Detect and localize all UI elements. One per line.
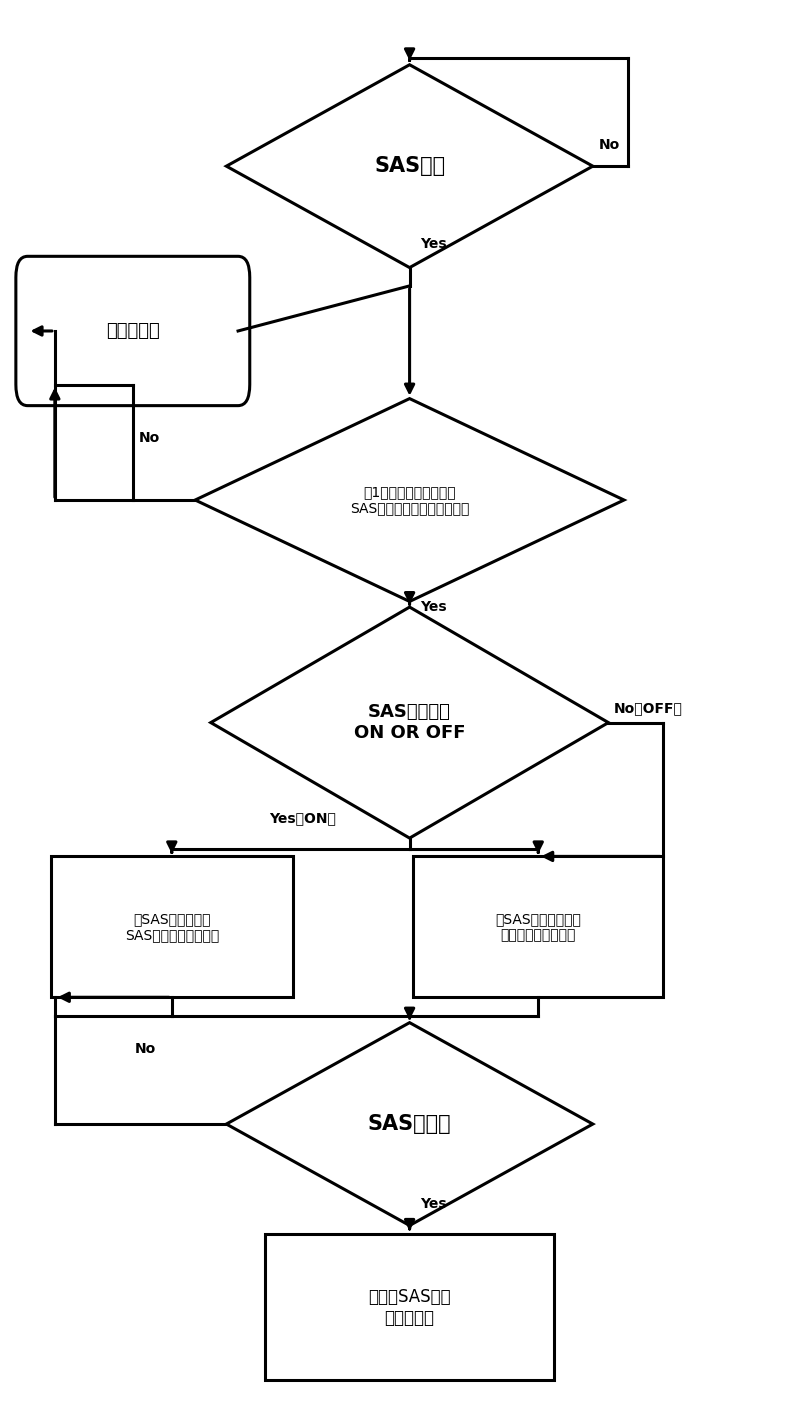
Text: Yes: Yes — [421, 599, 447, 614]
Text: 以SAS设定频率在
SAS起搏期间开始起搏: 以SAS设定频率在 SAS起搏期间开始起搏 — [125, 911, 219, 942]
Text: 关闭以SAS设定
频率的起搏: 关闭以SAS设定 频率的起搏 — [368, 1288, 451, 1326]
Text: 以SAS设定频率开始
起搏（不设定期间）: 以SAS设定频率开始 起搏（不设定期间） — [496, 911, 582, 942]
Text: Yes: Yes — [421, 1197, 447, 1212]
Text: Yes: Yes — [421, 237, 447, 251]
Text: No: No — [135, 1043, 156, 1057]
Text: Yes（ON）: Yes（ON） — [269, 812, 336, 825]
Text: No: No — [598, 137, 619, 152]
Text: No（OFF）: No（OFF） — [614, 701, 682, 716]
Text: SAS起搏期间
ON OR OFF: SAS起搏期间 ON OR OFF — [354, 703, 466, 743]
Text: SAS停止？: SAS停止？ — [368, 1114, 452, 1134]
Text: 在1小时内指定的时间内
SAS是否被检测到指定的次数: 在1小时内指定的时间内 SAS是否被检测到指定的次数 — [350, 485, 470, 516]
Text: SAS检测: SAS检测 — [374, 156, 445, 176]
Text: No: No — [139, 431, 160, 445]
Text: 进入主程序: 进入主程序 — [106, 322, 160, 340]
